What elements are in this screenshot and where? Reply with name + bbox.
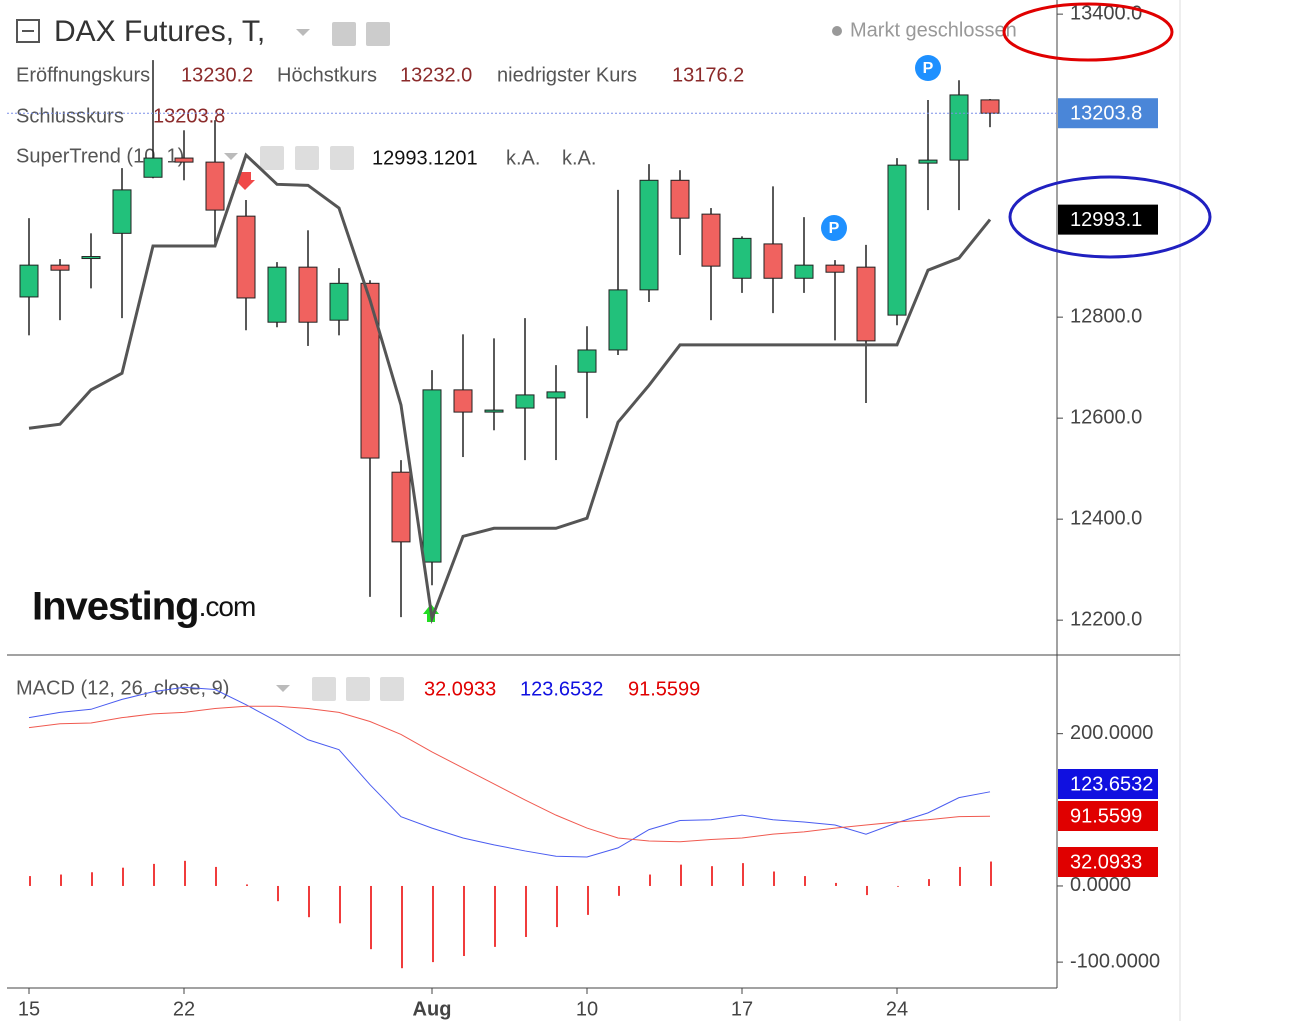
signal-tag: 91.5599: [1070, 805, 1142, 827]
pivot-marker[interactable]: [915, 55, 941, 81]
candle-body: [484, 409, 504, 413]
candle-body: [670, 179, 690, 219]
price-tag-bg: [1058, 98, 1158, 129]
dropdown-icon[interactable]: [224, 153, 238, 160]
logo: Investing.com: [32, 585, 255, 629]
candle-body: [360, 282, 380, 459]
y-tick-label: 12600.0: [1070, 406, 1142, 428]
candle-body: [701, 213, 721, 267]
candle-body: [515, 394, 535, 409]
indicator-value: k.A.: [506, 147, 540, 169]
candle-body: [887, 164, 907, 316]
pivot-marker-label: P: [829, 220, 840, 237]
indicator-name: SuperTrend (10, 1): [16, 145, 184, 167]
candle-body: [732, 237, 752, 279]
settings-icon[interactable]: [366, 22, 390, 46]
pivot-marker-label: P: [923, 60, 934, 77]
histogram-tag: 32.0933: [1070, 851, 1142, 873]
candle-body: [577, 349, 597, 373]
low-name: niedrigster Kurs: [497, 64, 637, 86]
high-value: 13232.0: [400, 64, 472, 86]
close-value: 13203.8: [153, 105, 225, 127]
histogram-value: 32.0933: [424, 678, 496, 700]
x-tick-label: 22: [173, 998, 195, 1020]
signal-value: 91.5599: [628, 678, 700, 700]
close-name: Schlusskurs: [16, 105, 124, 127]
supertrend-line: [28, 152, 992, 625]
signal-tag-bg: [1058, 801, 1158, 831]
open-name: Eröffnungskurs: [16, 64, 150, 86]
y-tick-label: 12400.0: [1070, 507, 1142, 529]
x-tick-label: 10: [576, 998, 598, 1020]
candle-body: [267, 266, 287, 323]
candle-body: [50, 264, 70, 271]
candle-body: [794, 264, 814, 279]
macd-value: 123.6532: [520, 678, 603, 700]
candle-body: [298, 266, 318, 323]
indicator-value: k.A.: [562, 147, 596, 169]
chart-title: DAX Futures, T,: [54, 15, 265, 48]
indicator-tag: 12993.1: [1070, 209, 1142, 231]
y-tick-label: 0.0000: [1070, 874, 1131, 896]
dropdown-icon[interactable]: [296, 29, 310, 36]
low-value: 13176.2: [672, 64, 744, 86]
market-status: Markt geschlossen: [850, 19, 1017, 41]
y-tick-label: 200.0000: [1070, 722, 1153, 744]
remove-icon[interactable]: [330, 146, 354, 170]
visibility-icon[interactable]: [312, 677, 336, 701]
indicator-value: 12993.1201: [372, 147, 478, 169]
settings-icon[interactable]: [295, 146, 319, 170]
visibility-icon[interactable]: [332, 22, 356, 46]
x-tick-label: 24: [886, 998, 908, 1020]
remove-icon[interactable]: [380, 677, 404, 701]
candle-body: [763, 243, 783, 279]
candle-body: [639, 179, 659, 291]
candle-body: [856, 266, 876, 342]
candle-body: [205, 161, 225, 211]
y-tick-label: -100.0000: [1070, 950, 1160, 972]
candle-body: [174, 157, 194, 163]
candle-body: [236, 215, 256, 299]
candle-body: [19, 264, 39, 298]
candle-body: [825, 264, 845, 273]
macd-title: MACD (12, 26, close, 9): [16, 677, 229, 699]
candle-body: [949, 94, 969, 161]
y-tick-label: 12200.0: [1070, 608, 1142, 630]
macd-tag: 123.6532: [1070, 773, 1153, 795]
candle-body: [422, 389, 442, 563]
annotation-ellipse: [1008, 175, 1212, 259]
indicator-tag-bg: [1058, 204, 1158, 235]
status-dot: [832, 26, 842, 36]
macd-line: [28, 686, 991, 858]
open-value: 13230.2: [181, 64, 253, 86]
candle-body: [329, 282, 349, 321]
histogram-tag-bg: [1058, 847, 1158, 877]
y-tick-label: 12800.0: [1070, 305, 1142, 327]
annotation-ellipse: [1002, 2, 1174, 62]
candle-body: [980, 99, 1000, 114]
candle-body: [608, 289, 628, 351]
high-name: Höchstkurs: [277, 64, 377, 86]
candle-body: [143, 157, 163, 178]
candle-body: [918, 159, 938, 164]
macd-tag-bg: [1058, 769, 1158, 799]
collapse-icon[interactable]: [16, 19, 40, 43]
price-tag: 13203.8: [1070, 103, 1142, 125]
x-tick-label: 17: [731, 998, 753, 1020]
candle-body: [112, 189, 132, 234]
x-tick-label: Aug: [413, 998, 452, 1020]
pivot-marker[interactable]: [821, 215, 847, 241]
settings-icon[interactable]: [346, 677, 370, 701]
x-tick-label: 15: [18, 998, 40, 1020]
candle-body: [546, 391, 566, 399]
visibility-icon[interactable]: [260, 146, 284, 170]
dropdown-icon[interactable]: [276, 685, 290, 692]
signal-line: [28, 705, 991, 843]
candle-body: [81, 256, 101, 260]
candle-body: [453, 389, 473, 413]
candle-body: [391, 471, 411, 543]
